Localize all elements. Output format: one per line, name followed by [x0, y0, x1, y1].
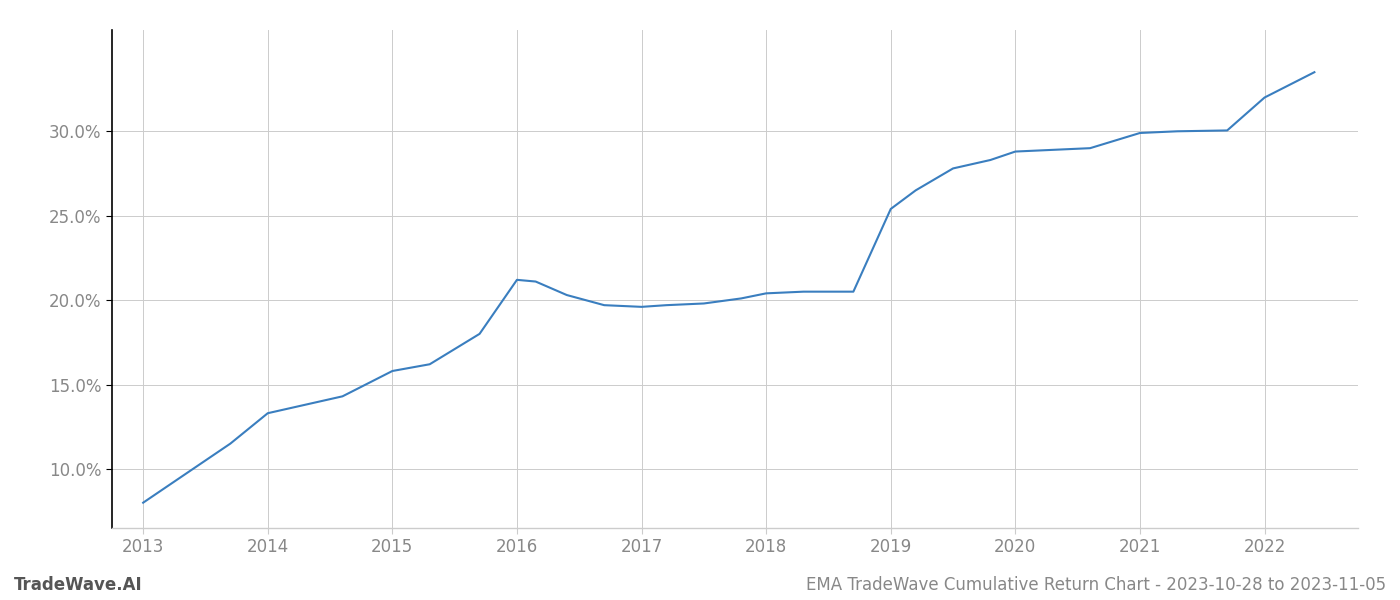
Text: TradeWave.AI: TradeWave.AI [14, 576, 143, 594]
Text: EMA TradeWave Cumulative Return Chart - 2023-10-28 to 2023-11-05: EMA TradeWave Cumulative Return Chart - … [806, 576, 1386, 594]
